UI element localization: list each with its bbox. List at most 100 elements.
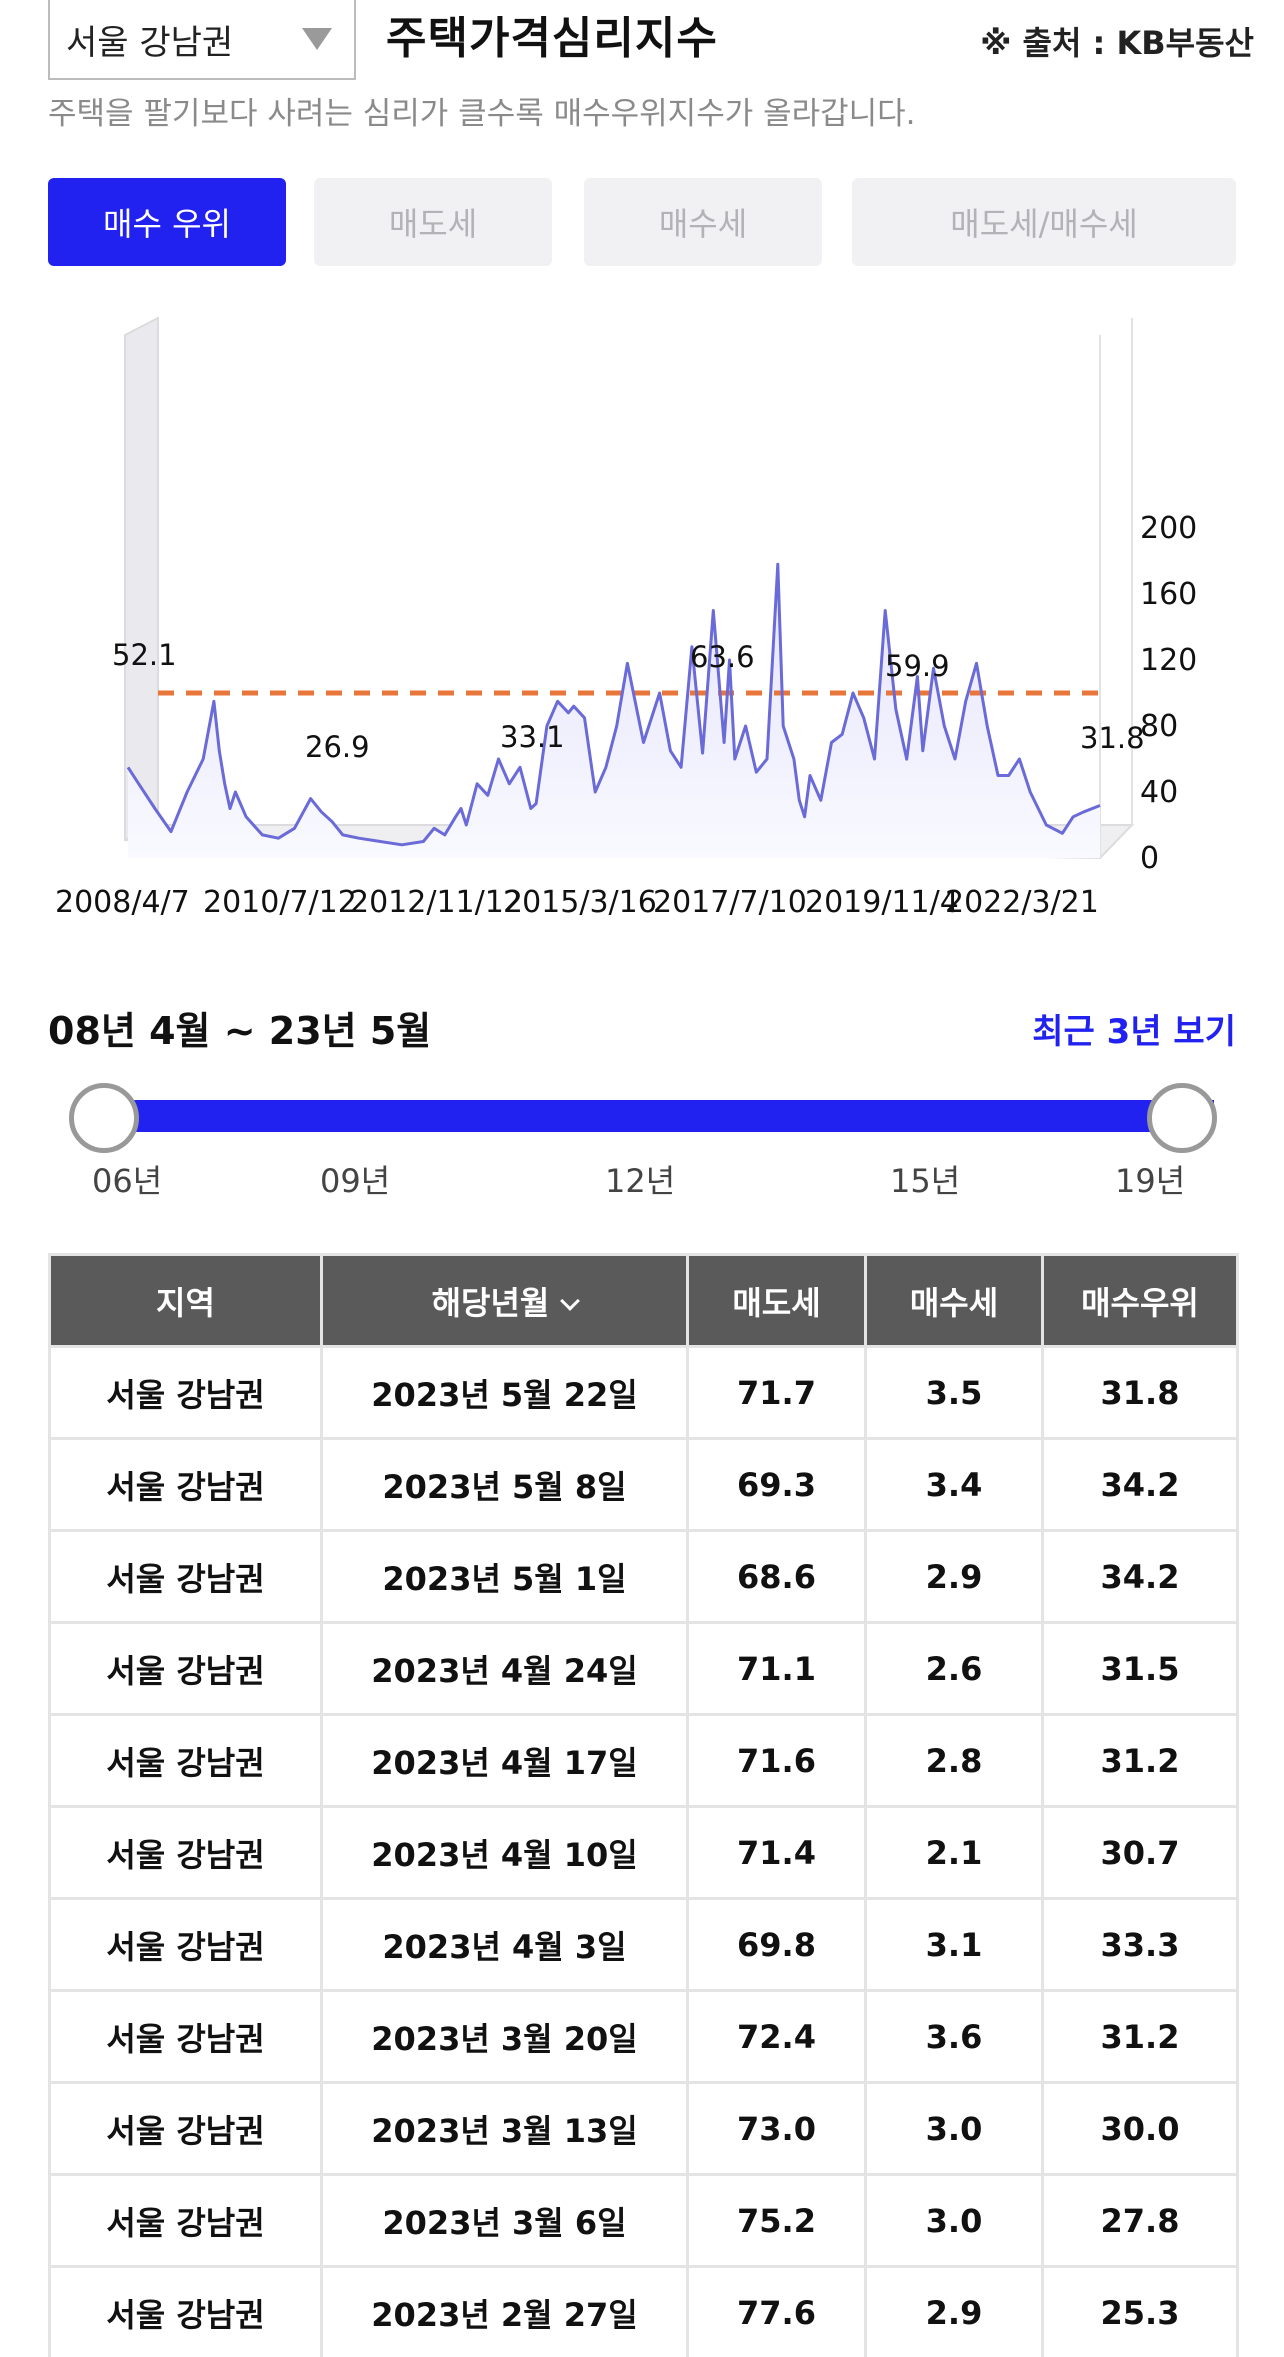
table-cell: 서울 강남권 [48, 1621, 323, 1716]
data-annotations: 52.1 26.9 33.1 63.6 59.9 31.8 [112, 638, 1145, 764]
table-cell: 27.8 [1041, 2173, 1239, 2268]
slider-tick-label: 12년 [605, 1162, 676, 1200]
column-header-buyer-advantage: 매수우위 [1041, 1253, 1239, 1348]
y-tick-label: 200 [1140, 511, 1197, 546]
page-title: 주택가격심리지수 [386, 13, 718, 64]
column-header-region: 지역 [48, 1253, 323, 1348]
x-tick-label: 2010/7/12 [203, 885, 357, 920]
table-cell: 2023년 5월 22일 [320, 1345, 689, 1440]
table-cell: 3.1 [864, 1897, 1044, 1992]
y-tick-label: 160 [1140, 577, 1197, 612]
series-area-fill [128, 564, 1100, 858]
range-slider-end-handle[interactable] [1147, 1083, 1217, 1153]
column-header-label: 지역 [156, 1283, 215, 1322]
x-tick-label: 2012/11/12 [350, 885, 523, 920]
data-label: 26.9 [305, 730, 370, 764]
table-cell: 31.8 [1041, 1345, 1239, 1440]
table-cell: 71.4 [686, 1805, 867, 1900]
tab-selling-pressure[interactable]: 매도세 [314, 178, 552, 266]
table-cell: 25.3 [1041, 2265, 1239, 2357]
table-cell: 2023년 4월 3일 [320, 1897, 689, 1992]
table-header-row: 지역 해당년월 매도세 매수세 매수우위 [48, 1253, 1239, 1348]
table-cell: 30.7 [1041, 1805, 1239, 1900]
data-label: 52.1 [112, 638, 177, 672]
column-header-date[interactable]: 해당년월 [320, 1253, 689, 1348]
table-cell: 71.1 [686, 1621, 867, 1716]
table-row: 서울 강남권 2023년 3월 6일 75.2 3.0 27.8 [48, 2173, 1239, 2268]
column-header-label: 매도세 [732, 1283, 821, 1322]
region-select-value: 서울 강남권 [66, 22, 234, 63]
tab-buyer-advantage[interactable]: 매수 우위 [48, 178, 286, 266]
data-label: 31.8 [1080, 721, 1145, 755]
table-cell: 서울 강남권 [48, 1437, 323, 1532]
table-cell: 69.8 [686, 1897, 867, 1992]
table-row: 서울 강남권 2023년 5월 8일 69.3 3.4 34.2 [48, 1437, 1239, 1532]
column-header-selling: 매도세 [686, 1253, 867, 1348]
y-tick-label: 0 [1140, 841, 1159, 876]
table-cell: 69.3 [686, 1437, 867, 1532]
region-select[interactable]: 서울 강남권 [48, 0, 356, 80]
table-cell: 2023년 2월 27일 [320, 2265, 689, 2357]
data-label: 63.6 [690, 640, 755, 674]
table-cell: 서울 강남권 [48, 1897, 323, 1992]
table-cell: 71.6 [686, 1713, 867, 1808]
range-slider-start-handle[interactable] [69, 1083, 139, 1153]
table-cell: 3.6 [864, 1989, 1044, 2084]
table-cell: 31.2 [1041, 1713, 1239, 1808]
recent-3-years-link[interactable]: 최근 3년 보기 [1032, 1012, 1236, 1052]
table-cell: 2023년 5월 8일 [320, 1437, 689, 1532]
tab-buying-pressure[interactable]: 매수세 [584, 178, 822, 266]
chart-side-wall [124, 316, 159, 842]
table-cell: 31.5 [1041, 1621, 1239, 1716]
column-header-buying: 매수세 [864, 1253, 1044, 1348]
table-cell: 2023년 4월 24일 [320, 1621, 689, 1716]
table-cell: 34.2 [1041, 1437, 1239, 1532]
slider-tick-label: 19년 [1115, 1162, 1186, 1200]
x-tick-label: 2015/3/16 [503, 885, 657, 920]
table-body: 서울 강남권 2023년 5월 22일 71.7 3.5 31.8 서울 강남권 2023년… [48, 1345, 1239, 2357]
price-sentiment-chart: 200 160 120 80 40 0 2008/4/7 2010/7/122012/11/… [55, 316, 1197, 920]
table-cell: 31.2 [1041, 1989, 1239, 2084]
table-cell: 2023년 3월 6일 [320, 2173, 689, 2268]
sentiment-data-table: 지역 해당년월 매도세 매수세 매수우위 서울 강남권 2023년 5월 22일 7… [48, 1253, 1239, 2357]
page-subtitle: 주택을 팔기보다 사려는 심리가 클수록 매수우위지수가 올라갑니다. [48, 96, 916, 132]
x-tick-label: 2022/3/21 [945, 885, 1099, 920]
table-row: 서울 강남권 2023년 4월 24일 71.1 2.6 31.5 [48, 1621, 1239, 1716]
table-row: 서울 강남권 2023년 3월 20일 72.4 3.6 31.2 [48, 1989, 1239, 2084]
sort-chevron-icon [560, 1290, 581, 1311]
table-cell: 서울 강남권 [48, 1345, 323, 1440]
table-cell: 3.0 [864, 2173, 1044, 2268]
table-cell: 서울 강남권 [48, 2265, 323, 2357]
table-row: 서울 강남권 2023년 3월 13일 73.0 3.0 30.0 [48, 2081, 1239, 2176]
metric-tabs: 매수 우위 매도세 매수세 매도세/매수세 [48, 178, 1236, 266]
table-row: 서울 강남권 2023년 5월 1일 68.6 2.9 34.2 [48, 1529, 1239, 1624]
range-slider-track[interactable] [104, 1100, 1214, 1132]
table-cell: 2023년 4월 10일 [320, 1805, 689, 1900]
table-cell: 서울 강남권 [48, 2173, 323, 2268]
x-axis-ticks: 2008/4/7 2010/7/122012/11/122015/3/162017… [55, 885, 1099, 920]
tab-sell-buy-compare[interactable]: 매도세/매수세 [852, 178, 1236, 266]
table-cell: 3.0 [864, 2081, 1044, 2176]
table-cell: 33.3 [1041, 1897, 1239, 1992]
table-cell: 서울 강남권 [48, 1805, 323, 1900]
table-row: 서울 강남권 2023년 4월 17일 71.6 2.8 31.2 [48, 1713, 1239, 1808]
table-cell: 서울 강남권 [48, 2081, 323, 2176]
table-row: 서울 강남권 2023년 4월 10일 71.4 2.1 30.7 [48, 1805, 1239, 1900]
table-cell: 3.5 [864, 1345, 1044, 1440]
table-cell: 34.2 [1041, 1529, 1239, 1624]
y-tick-label: 120 [1140, 643, 1197, 678]
y-axis-ticks: 200 160 120 80 40 0 [1140, 511, 1197, 876]
y-tick-label: 40 [1140, 775, 1178, 810]
slider-tick-label: 15년 [890, 1162, 961, 1200]
table-cell: 3.4 [864, 1437, 1044, 1532]
table-cell: 72.4 [686, 1989, 867, 2084]
table-cell: 2023년 4월 17일 [320, 1713, 689, 1808]
table-cell: 2.6 [864, 1621, 1044, 1716]
x-tick-label: 2019/11/4 [805, 885, 959, 920]
table-row: 서울 강남권 2023년 5월 22일 71.7 3.5 31.8 [48, 1345, 1239, 1440]
table-cell: 2.8 [864, 1713, 1044, 1808]
table-cell: 2023년 3월 20일 [320, 1989, 689, 2084]
source-note: ※ 출처 : KB부동산 [980, 24, 1254, 62]
table-row: 서울 강남권 2023년 4월 3일 69.8 3.1 33.3 [48, 1897, 1239, 1992]
slider-tick-label: 06년 [92, 1162, 163, 1200]
